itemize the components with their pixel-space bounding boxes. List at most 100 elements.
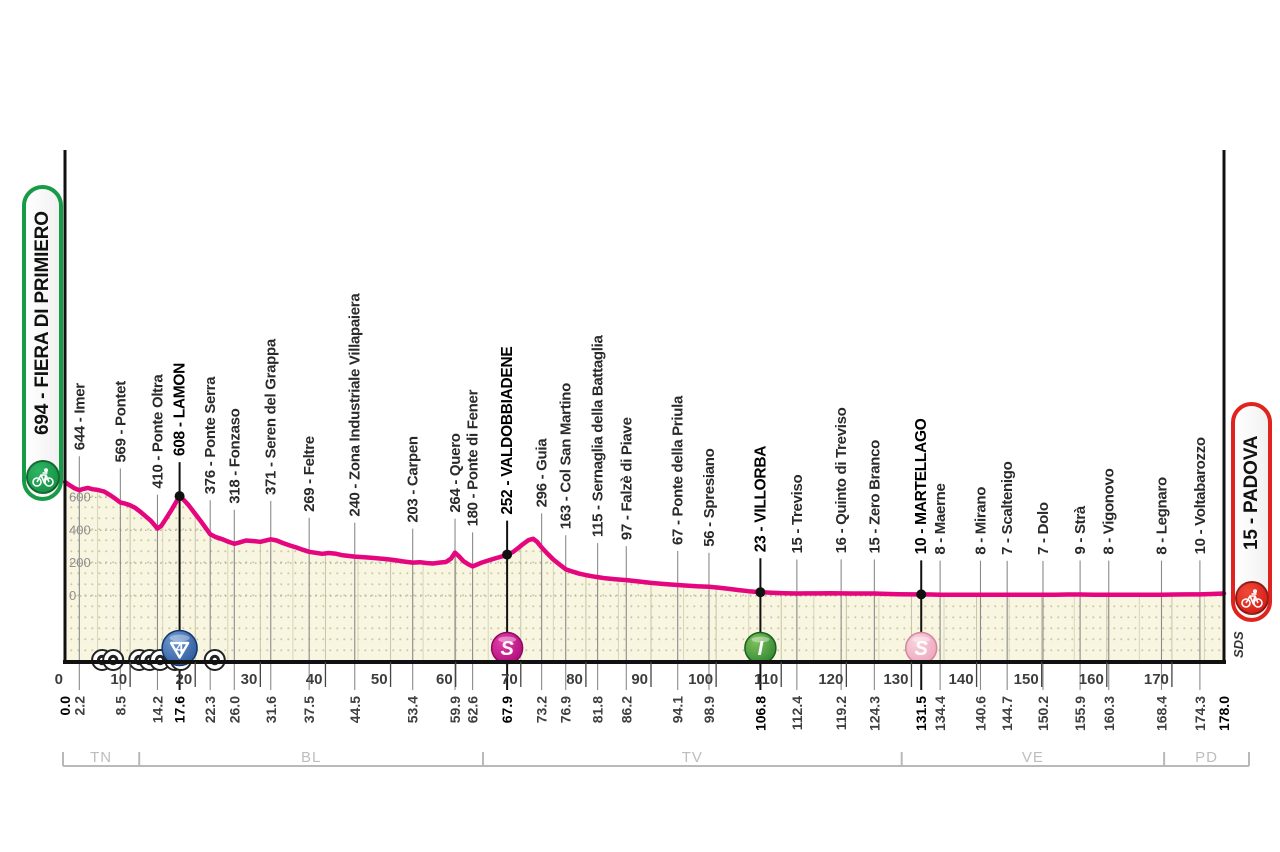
signature-text: SDS	[1231, 631, 1246, 658]
waypoint-label: 252 - VALDOBBIADENE	[499, 347, 516, 515]
waypoint-dot	[502, 549, 513, 560]
elevation-label: 400	[69, 522, 91, 537]
major-tick-label: 70	[501, 671, 518, 688]
km-label: 168.4	[1153, 696, 1169, 731]
finish-location-pill: 15 - PADOVA	[1231, 402, 1272, 622]
province-label: PD	[1195, 749, 1218, 766]
km-label: 119.2	[833, 696, 849, 730]
province-label: VE	[1022, 749, 1044, 766]
start-location-pill: 694 - FIERA DI PRIMIERO	[22, 185, 63, 501]
major-tick-label: 100	[688, 671, 713, 688]
km-label: 94.1	[670, 696, 686, 723]
km-label: 174.3	[1192, 696, 1208, 731]
waypoint-dot	[916, 589, 927, 600]
waypoint-label: 371 - Seren del Grappa	[263, 338, 280, 495]
waypoint-label: 296 - Guia	[534, 438, 551, 508]
waypoint-label: 644 - Imer	[71, 383, 88, 451]
km-label: 37.5	[301, 696, 317, 723]
waypoint-label: 10 - MARTELLAGO	[913, 418, 930, 554]
badge-letter: S	[915, 638, 929, 660]
km-label: 140.6	[972, 696, 988, 731]
major-tick-label: 140	[949, 671, 974, 688]
waypoint-label: 376 - Ponte Serra	[202, 376, 219, 494]
km-label: 131.5	[913, 696, 929, 731]
major-tick-label: 170	[1144, 671, 1169, 688]
major-tick-label: 80	[566, 671, 583, 688]
waypoint-label: 8 - Legnaro	[1153, 477, 1170, 555]
elevation-label: 600	[69, 489, 91, 504]
km-label: 86.2	[618, 696, 634, 723]
waypoint-dot	[755, 587, 766, 598]
intergiro-green-badge: I	[744, 631, 777, 665]
waypoint-label: 608 - LAMON	[172, 363, 189, 456]
km-label: 150.2	[1035, 696, 1051, 731]
waypoint-label: 264 - Quero	[447, 433, 464, 512]
km-label: 178.0	[1216, 696, 1232, 731]
km-label: 14.2	[149, 696, 165, 723]
major-tick-label: 130	[883, 671, 908, 688]
waypoint-label: 180 - Ponte di Fener	[465, 389, 482, 526]
highlight	[498, 636, 517, 643]
waypoint-label: 318 - Fonzaso	[226, 408, 243, 503]
major-tick-label: 120	[818, 671, 843, 688]
waypoint-label: 56 - Spresiano	[701, 448, 718, 546]
bike-icon	[1240, 589, 1263, 608]
highlight	[169, 634, 190, 642]
start-location-label: 694 - FIERA DI PRIMIERO	[31, 211, 53, 436]
major-tick-label: 40	[306, 671, 323, 688]
waypoint-label: 569 - Pontet	[112, 381, 129, 463]
major-tick-label: 30	[241, 671, 258, 688]
km-label: 73.2	[534, 696, 550, 723]
waypoint-label: 203 - Carpen	[405, 436, 422, 523]
km-label: 76.9	[558, 696, 574, 723]
major-tick-label: 10	[110, 671, 127, 688]
waypoint-label: 8 - Maerne	[932, 483, 949, 554]
finish-cyclist-icon	[1234, 581, 1269, 615]
km-label: 160.3	[1101, 696, 1117, 731]
km-label: 98.9	[701, 696, 717, 723]
major-tick-label: 110	[754, 671, 778, 688]
highlight	[751, 636, 770, 643]
km-label: 62.6	[465, 696, 481, 723]
cat4-number: 4	[176, 640, 184, 656]
finish-location-label: 15 - PADOVA	[1240, 435, 1262, 550]
major-tick-label: 60	[436, 671, 453, 688]
waypoint-label: 163 - Col San Martino	[558, 383, 575, 529]
waypoint-label: 67 - Ponte della Priula	[670, 395, 687, 545]
major-tick-label: 50	[371, 671, 388, 688]
km-label: 134.4	[932, 696, 948, 731]
highlight	[912, 636, 931, 643]
sprint-pink-badge: S	[904, 631, 938, 665]
climb-cat4-circle	[161, 629, 198, 667]
badge-letter: S	[500, 638, 514, 660]
waypoint-label: 15 - Treviso	[789, 474, 806, 553]
waypoint-dot	[174, 491, 185, 502]
major-tick-label: 150	[1014, 671, 1039, 688]
waypoint-label: 9 - Strà	[1072, 505, 1089, 554]
km-label: 59.9	[447, 696, 463, 723]
km-label: 144.7	[999, 696, 1015, 731]
waypoint-label: 410 - Ponte Oltra	[149, 374, 166, 489]
km-label: 81.8	[590, 696, 606, 723]
waypoint-label: 240 - Zona Industriale Villapaiera	[347, 293, 364, 517]
elevation-label: 0	[69, 588, 76, 603]
waypoint-label: 8 - Vigonovo	[1101, 468, 1118, 554]
province-label: TN	[90, 749, 112, 766]
waypoint-label: 8 - Mirano	[972, 487, 989, 555]
sprint-magenta-badge: S	[490, 631, 524, 665]
waypoint-label: 115 - Sernaglia della Battaglia	[590, 335, 607, 538]
km-label: 8.5	[112, 696, 128, 716]
km-label: 124.3	[866, 696, 882, 731]
waypoint-label: 16 - Quinto di Treviso	[833, 407, 850, 553]
waypoint-label: 97 - Falzè di Piave	[618, 417, 635, 540]
major-tick-label: 20	[176, 671, 193, 688]
climb-cat4-badge: 4	[161, 629, 198, 667]
waypoint-label: 10 - Voltabarozzo	[1192, 437, 1209, 554]
km-label: 0.0	[57, 696, 73, 716]
km-label: 44.5	[347, 696, 363, 723]
elevation-label: 200	[69, 555, 91, 570]
province-bracket: TN BL TV VE PD	[62, 749, 1250, 767]
km-label: 2.2	[71, 696, 87, 716]
